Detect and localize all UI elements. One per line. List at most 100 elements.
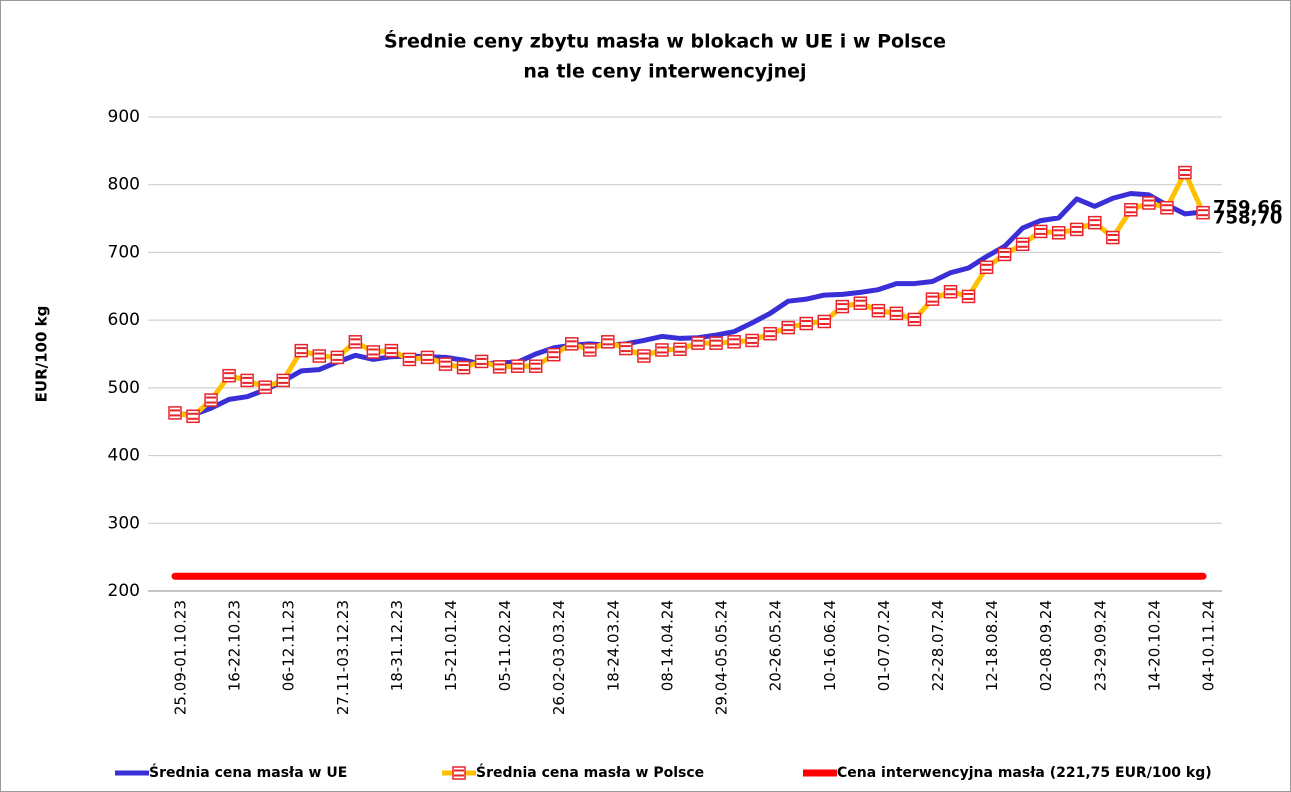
marker	[583, 343, 597, 357]
marker	[528, 359, 543, 373]
marker	[655, 343, 669, 357]
x-tick-label: 25.09-01.10.23	[172, 600, 190, 715]
marker	[1051, 226, 1066, 240]
marker	[294, 343, 308, 358]
markers	[168, 165, 1210, 424]
marker	[871, 303, 886, 318]
x-tick-label: 05-11.02.24	[496, 600, 514, 691]
x-tick-label: 20-26.05.24	[767, 600, 785, 691]
marker	[799, 316, 813, 331]
chart-title: Średnie ceny zbytu masła w blokach w UE …	[384, 29, 946, 53]
marker	[1124, 203, 1138, 217]
marker	[366, 345, 381, 359]
marker	[402, 352, 417, 367]
x-tick-label: 02-08.09.24	[1037, 600, 1055, 691]
x-tick-label: 10-16.06.24	[821, 600, 839, 691]
x-tick-label: 04-10.11.24	[1200, 600, 1218, 691]
marker	[943, 284, 958, 299]
y-tick-label: 600	[108, 310, 140, 330]
x-tick-label: 29.04-05.05.24	[713, 600, 731, 715]
marker	[853, 296, 868, 310]
marker	[1178, 165, 1192, 180]
marker	[601, 335, 615, 349]
x-tick-label: 06-12.11.23	[280, 600, 298, 691]
marker	[1196, 205, 1210, 220]
marker	[1015, 237, 1030, 252]
y-tick-label: 700	[108, 242, 140, 262]
legend-label: Średnia cena masła w Polsce	[476, 763, 704, 781]
marker	[1142, 196, 1156, 210]
x-tick-label: 23-29.09.24	[1091, 600, 1109, 691]
marker	[925, 292, 940, 306]
x-tick-label: 27.11-03.12.23	[334, 600, 352, 715]
marker	[276, 373, 290, 388]
y-tick-label: 300	[108, 513, 140, 533]
x-tick-label: 01-07.07.24	[875, 600, 893, 691]
y-tick-label: 500	[108, 378, 140, 398]
marker	[1106, 230, 1120, 245]
x-tick-label: 18-31.12.23	[388, 600, 406, 691]
marker	[204, 393, 218, 407]
x-tick-label: 22-28.07.24	[929, 600, 947, 691]
marker	[186, 409, 200, 424]
marker	[745, 333, 759, 348]
y-tick-label: 800	[108, 175, 140, 195]
marker	[961, 289, 976, 304]
marker	[452, 766, 466, 780]
x-tick-label: 08-14.04.24	[658, 600, 676, 691]
series-line	[172, 191, 1206, 418]
data-label: 758,70	[1213, 208, 1282, 229]
x-tick-label: 12-18.08.24	[983, 600, 1001, 691]
x-tick-label: 14-20.10.24	[1145, 600, 1163, 691]
marker	[565, 337, 579, 351]
marker	[168, 406, 182, 420]
marker	[312, 349, 327, 363]
x-tick-label: 16-22.10.23	[226, 600, 244, 691]
marker	[222, 368, 236, 383]
marker	[1160, 200, 1174, 215]
marker	[348, 335, 363, 349]
marker	[907, 312, 922, 327]
y-tick-label: 200	[108, 581, 140, 601]
marker	[546, 347, 561, 362]
y-tick-label: 900	[108, 107, 140, 127]
marker	[727, 335, 741, 349]
marker	[258, 380, 272, 394]
marker	[997, 247, 1012, 262]
legend-label: Cena interwencyjna masła (221,75 EUR/100…	[837, 765, 1212, 781]
marker	[474, 354, 489, 369]
marker	[619, 341, 633, 356]
x-tick-label: 15-21.01.24	[442, 600, 460, 691]
series-line	[172, 170, 1206, 419]
marker	[492, 360, 507, 374]
marker	[384, 343, 399, 358]
marker	[709, 336, 723, 350]
marker	[781, 320, 795, 335]
marker	[835, 299, 850, 314]
marker	[889, 306, 904, 321]
marker	[637, 349, 651, 363]
marker	[763, 326, 777, 341]
marker	[510, 359, 525, 373]
chart-title: na tle ceny interwencyjnej	[523, 61, 806, 83]
marker	[240, 373, 254, 388]
legend-label: Średnia cena masła w UE	[149, 763, 347, 781]
y-tick-label: 400	[108, 446, 140, 466]
marker	[1088, 215, 1102, 230]
marker	[979, 260, 994, 275]
x-tick-label: 26.02-03.03.24	[550, 600, 568, 715]
marker	[456, 360, 471, 375]
marker	[438, 357, 453, 371]
marker	[1033, 224, 1048, 239]
x-tick-label: 18-24.03.24	[604, 600, 622, 691]
marker	[330, 350, 345, 365]
marker	[673, 342, 687, 357]
marker	[420, 350, 435, 365]
legend-marker	[452, 766, 466, 780]
y-axis-label: EUR/100 kg	[33, 306, 51, 403]
marker	[1070, 222, 1084, 237]
data-label: 759,66	[1213, 197, 1282, 218]
marker	[691, 336, 705, 350]
